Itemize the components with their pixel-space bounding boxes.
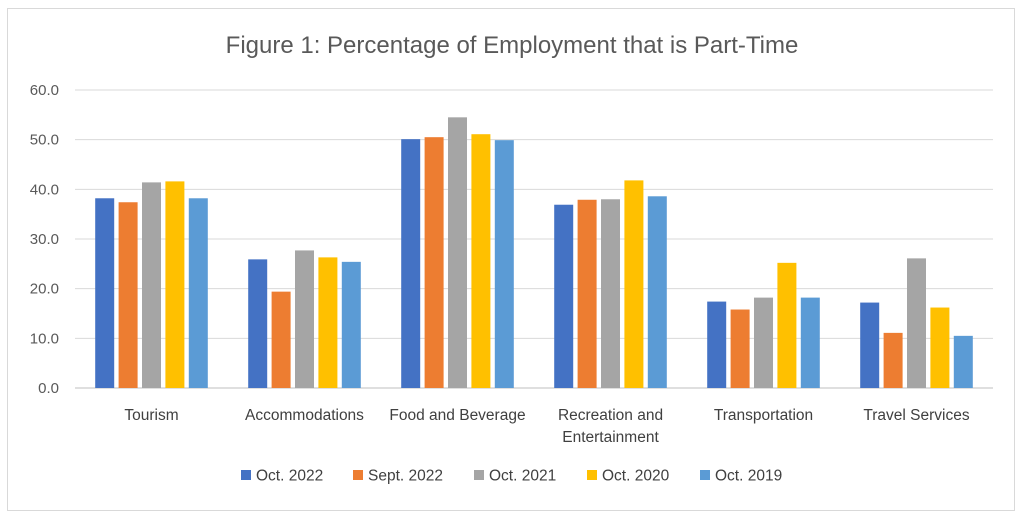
legend-label: Oct. 2021 [489,468,556,485]
x-category-label: Travel Services [863,407,969,424]
bar [471,134,491,388]
chart-title: Figure 1: Percentage of Employment that … [226,32,799,59]
bar [577,199,597,388]
bar [777,262,797,388]
bar [554,204,574,388]
bar [707,301,727,388]
bar [248,259,268,388]
legend-swatch [353,470,363,480]
bar [188,198,208,388]
bar [883,332,903,388]
y-tick-label: 10.0 [30,330,59,347]
y-tick-label: 40.0 [30,181,59,198]
legend-label: Sept. 2022 [368,468,443,485]
y-tick-label: 20.0 [30,281,59,298]
y-tick-label: 50.0 [30,132,59,149]
bar [118,202,138,388]
bar [601,199,620,388]
gridlines [75,89,993,389]
y-tick-label: 30.0 [30,231,59,248]
y-tick-label: 60.0 [30,82,59,99]
bar [142,182,161,388]
bar [730,309,750,388]
x-category-label: Recreation and Entertainment [558,407,663,446]
bar [754,297,773,388]
bar [424,137,444,388]
y-tick-label: 0.0 [38,380,59,397]
y-axis-ticks: 0.0 10.0 20.0 30.0 40.0 50.0 60.0 [30,82,59,397]
x-category-label: Tourism [124,407,178,424]
bar [295,250,314,388]
bar [860,302,880,388]
bar [401,139,421,388]
legend-swatch [700,470,710,480]
bar [271,291,291,388]
bar [494,140,514,388]
bar [318,257,338,388]
bar [448,117,467,389]
legend-swatch [241,470,251,480]
x-axis-categories: Tourism Accommodations Food and Beverage Re… [124,407,969,446]
legend-label: Oct. 2022 [256,468,323,485]
bar [930,307,950,388]
bar [165,181,185,388]
legend-label: Oct. 2019 [715,468,782,485]
bar [647,196,667,388]
bar [624,180,644,388]
bar [341,261,361,388]
x-category-label: Accommodations [245,407,364,424]
bars [95,117,973,389]
legend-label: Oct. 2020 [602,468,670,485]
bar [800,297,820,388]
bar [95,198,115,388]
bar [907,258,926,388]
bar [953,335,973,388]
x-category-label: Transportation [714,407,813,424]
legend-swatch [587,470,597,480]
legend-swatch [474,470,484,480]
x-category-label: Food and Beverage [389,407,525,424]
legend: Oct. 2022 Sept. 2022 Oct. 2021 Oct. 2020 Oct… [241,468,782,485]
